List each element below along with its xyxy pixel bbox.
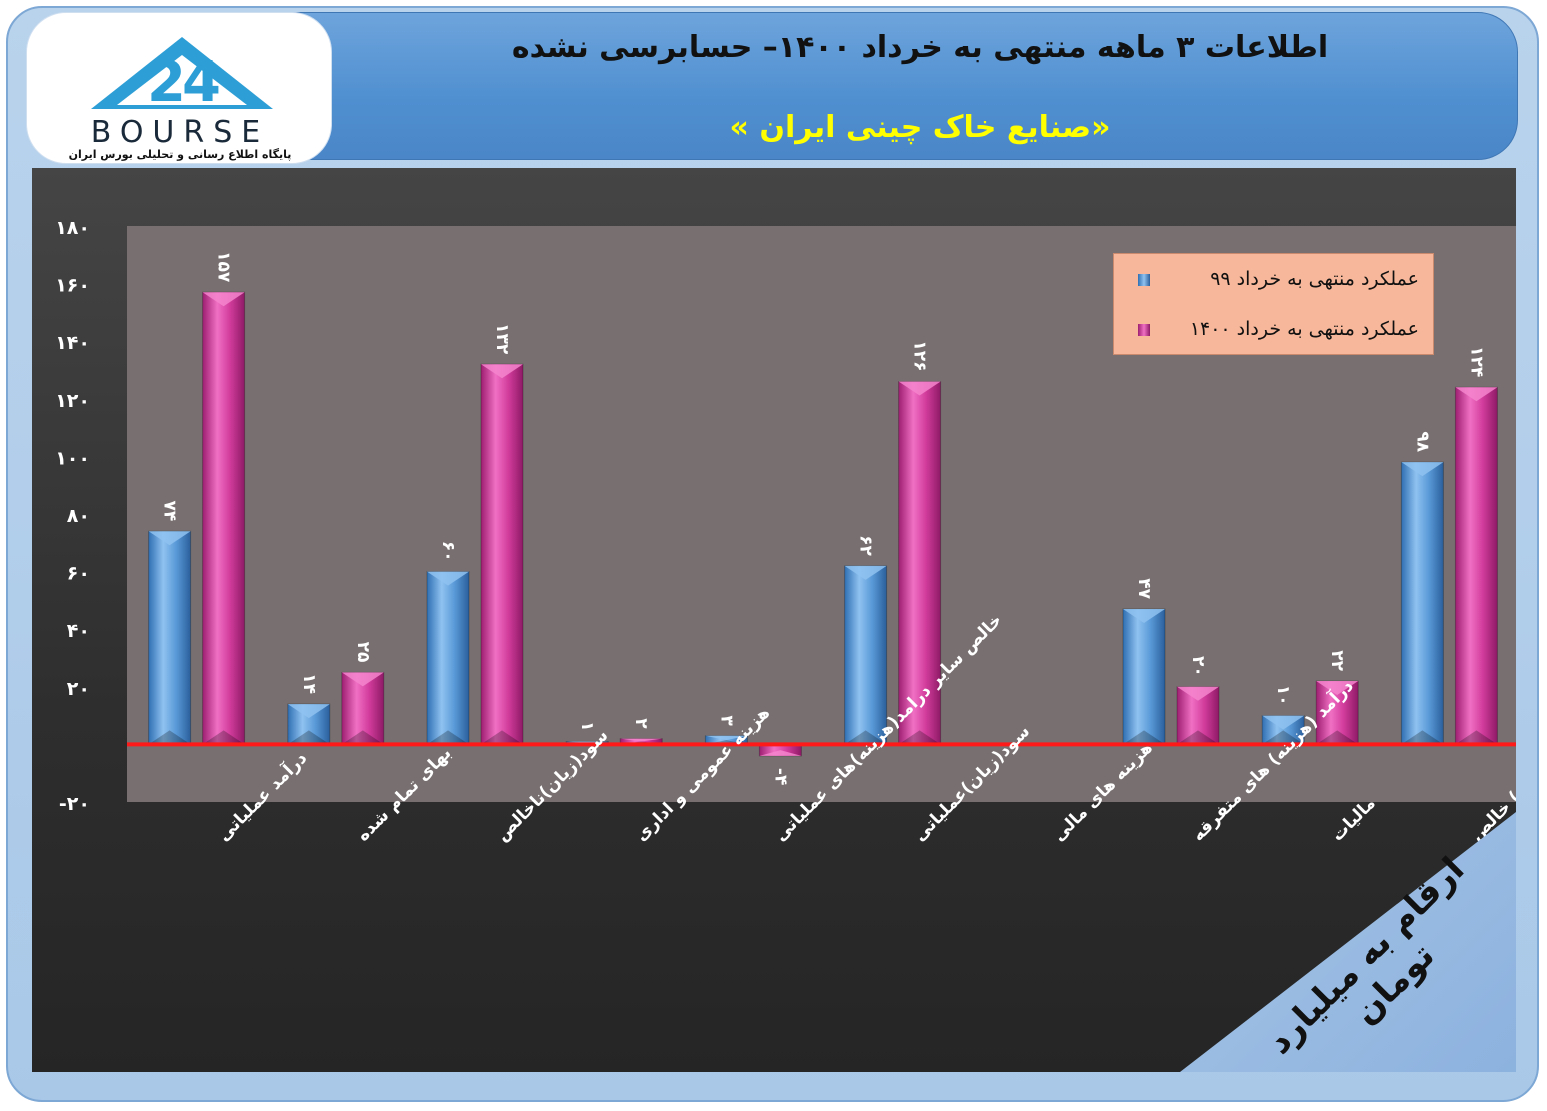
data-label: ۳ — [716, 715, 736, 726]
data-label: ۱۳۲ — [492, 323, 512, 355]
data-label: ۲۲ — [1327, 650, 1347, 671]
data-label: ۲۵ — [353, 642, 373, 663]
y-tick-label: ۱۴۰ — [55, 332, 90, 354]
data-label: ۷۴ — [160, 501, 180, 522]
data-label: ۹۸ — [1412, 431, 1432, 452]
page-title: اطلاعات ۳ ماهه منتهی به خرداد ۱۴۰۰– حساب… — [511, 30, 1329, 65]
bar-series-2 — [202, 291, 246, 745]
bar-series-2 — [480, 363, 524, 745]
data-label: ۱ — [577, 721, 597, 731]
bar-series-1 — [287, 703, 331, 745]
bar-series-1 — [1400, 461, 1444, 745]
data-label: ۶۰ — [438, 541, 458, 562]
logo: 24 BOURSE پایگاه اطلاع رسانی و تحلیلی بو… — [26, 12, 332, 164]
data-label: ۱۵۷ — [214, 251, 234, 283]
legend-swatch-1 — [1138, 274, 1150, 286]
y-tick-label: ۱۰۰ — [55, 447, 90, 469]
y-tick-label: ۱۸۰ — [55, 217, 90, 239]
y-tick-label: ۶۰ — [67, 563, 90, 585]
logo-tagline: پایگاه اطلاع رسانی و تحلیلی بورس ایران — [68, 148, 292, 161]
legend-item-1: عملکرد منتهی به خرداد ۹۹ — [1124, 268, 1419, 298]
y-tick-label: -۲۰ — [59, 793, 90, 815]
logo-mark-icon: 24 — [91, 37, 273, 115]
data-label: ۲ — [631, 718, 651, 729]
data-label: ۲۰ — [1188, 656, 1208, 677]
y-tick-label: ۲۰ — [67, 678, 90, 700]
bar-series-1 — [1122, 608, 1166, 745]
y-tick-label: ۱۲۰ — [55, 390, 90, 412]
logo-word: BOURSE — [90, 115, 270, 150]
legend-label-1: عملکرد منتهی به خرداد ۹۹ — [1210, 268, 1419, 290]
y-tick-label: ۸۰ — [67, 505, 90, 527]
bar-series-2 — [1454, 386, 1498, 745]
data-label: ۴۷ — [1134, 578, 1154, 599]
y-tick-label: ۱۶۰ — [55, 275, 90, 297]
bar-series-1 — [1261, 715, 1305, 745]
bar-series-2 — [341, 671, 385, 745]
bar-series-2 — [898, 381, 942, 745]
bar-series-1 — [148, 530, 192, 745]
data-label: ۱۰ — [1273, 685, 1293, 706]
legend-item-2: عملکرد منتهی به خرداد ۱۴۰۰ — [1124, 318, 1419, 348]
bar-series-2 — [1176, 686, 1220, 745]
svg-text:24: 24 — [147, 50, 219, 115]
bar-series-1 — [426, 571, 470, 745]
bar-series-1 — [844, 565, 888, 745]
data-label: ۱۲۴ — [1466, 346, 1486, 377]
data-label: ۱۴ — [299, 673, 319, 694]
legend-label-2: عملکرد منتهی به خرداد ۱۴۰۰ — [1189, 318, 1419, 340]
company-name: «صنایع خاک چینی ایران » — [729, 110, 1111, 145]
data-label: -۴ — [770, 768, 790, 785]
data-label: ۶۲ — [856, 535, 876, 556]
legend-swatch-2 — [1138, 324, 1150, 336]
y-tick-label: ۴۰ — [67, 620, 90, 642]
data-label: ۱۲۶ — [910, 340, 930, 371]
legend: عملکرد منتهی به خرداد ۹۹ عملکرد منتهی به… — [1113, 253, 1434, 355]
bar-series-2 — [1315, 680, 1359, 745]
